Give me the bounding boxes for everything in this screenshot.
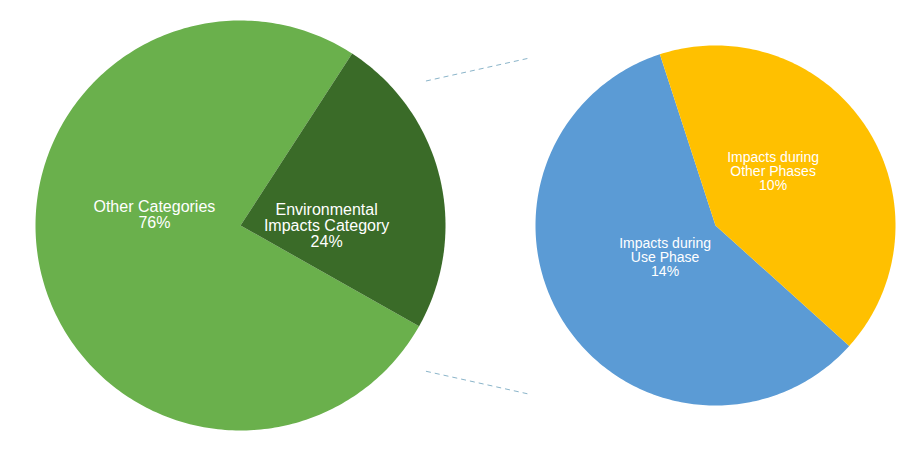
svg-text:Impacts duringUse Phase14%: Impacts duringUse Phase14% [619, 235, 711, 279]
svg-text:Impacts duringOther Phases10%: Impacts duringOther Phases10% [727, 149, 819, 193]
svg-text:Other Categories76%: Other Categories76% [93, 198, 215, 231]
svg-text:EnvironmentalImpacts Category2: EnvironmentalImpacts Category24% [264, 201, 389, 250]
